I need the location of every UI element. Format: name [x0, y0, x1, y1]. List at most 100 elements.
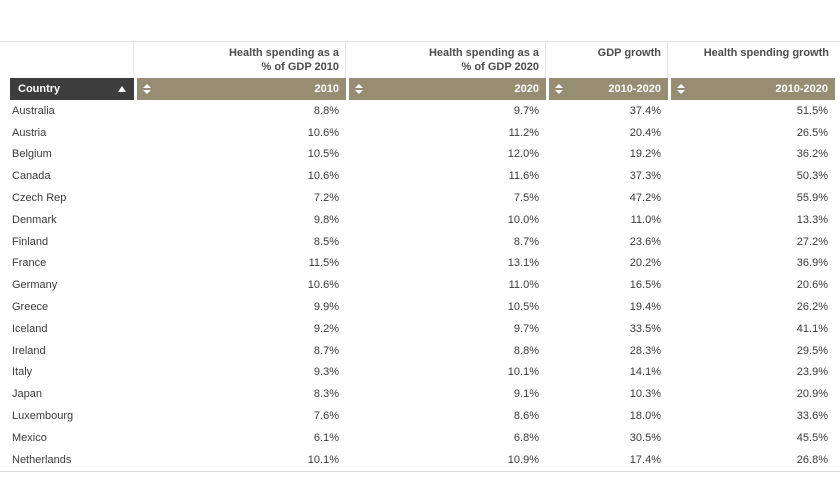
value-cell: 30.5% [546, 426, 668, 449]
value-cell: 9.9% [134, 296, 346, 318]
sort-updown-icon [355, 84, 363, 94]
sort-header-2020[interactable]: 2020 [346, 78, 546, 100]
value-cell: 23.9% [668, 361, 835, 384]
value-cell: 6.1% [134, 426, 346, 449]
value-cell: 8.8% [346, 339, 546, 362]
value-cell: 16.5% [546, 274, 668, 297]
value-cell: 10.6% [134, 274, 346, 297]
value-cell: 36.9% [668, 252, 835, 275]
sort-ascending-icon [118, 86, 126, 92]
country-cell: Belgium [10, 143, 134, 166]
value-cell: 37.4% [546, 100, 668, 122]
table-body: Australia 8.8% 9.7% 37.4% 51.5% Austria 10.6% 1… [10, 100, 835, 471]
sort-header-2010[interactable]: 2010 [134, 78, 346, 100]
table-row: Germany 10.6% 11.0% 16.5% 20.6% [10, 274, 835, 297]
value-cell: 47.2% [546, 187, 668, 209]
sort-header-label: Country [18, 83, 61, 95]
table-row: Japan 8.3% 9.1% 10.3% 20.9% [10, 383, 835, 406]
group-header-gdp-growth: GDP growth [546, 42, 668, 78]
country-cell: Austria [10, 121, 134, 144]
value-cell: 8.6% [346, 405, 546, 427]
table-row: Canada 10.6% 11.6% 37.3% 50.3% [10, 165, 835, 188]
value-cell: 10.6% [134, 121, 346, 144]
value-cell: 19.4% [546, 296, 668, 318]
value-cell: 9.8% [134, 208, 346, 231]
value-cell: 26.5% [668, 121, 835, 144]
country-cell: Luxembourg [10, 405, 134, 427]
value-cell: 11.2% [346, 121, 546, 144]
country-cell: Greece [10, 296, 134, 318]
table-frame: Health spending as a % of GDP 2010 Healt… [0, 41, 840, 472]
value-cell: 50.3% [668, 165, 835, 188]
country-cell: Denmark [10, 208, 134, 231]
group-header-line: % of GDP 2010 [261, 61, 339, 73]
value-cell: 13.3% [668, 208, 835, 231]
value-cell: 26.2% [668, 296, 835, 318]
group-header-line: % of GDP 2020 [461, 61, 539, 73]
table-row: Netherlands 10.1% 10.9% 17.4% 26.8% [10, 448, 835, 471]
table-row: Australia 8.8% 9.7% 37.4% 51.5% [10, 100, 835, 122]
group-header-hs2020: Health spending as a % of GDP 2020 [346, 42, 546, 78]
value-cell: 10.9% [346, 448, 546, 471]
value-cell: 11.0% [346, 274, 546, 297]
sort-header-label: 2010-2020 [775, 83, 828, 95]
value-cell: 6.8% [346, 426, 546, 449]
country-cell: Canada [10, 165, 134, 188]
group-header-health-spending-growth: Health spending growth [668, 42, 835, 78]
table-row: Luxembourg 7.6% 8.6% 18.0% 33.6% [10, 405, 835, 427]
value-cell: 7.6% [134, 405, 346, 427]
value-cell: 10.1% [134, 448, 346, 471]
group-header-row: Health spending as a % of GDP 2010 Healt… [10, 42, 835, 78]
value-cell: 10.1% [346, 361, 546, 384]
table-row: Finland 8.5% 8.7% 23.6% 27.2% [10, 230, 835, 253]
country-cell: Italy [10, 361, 134, 384]
value-cell: 8.5% [134, 230, 346, 253]
country-cell: Ireland [10, 339, 134, 362]
table-row: Italy 9.3% 10.1% 14.1% 23.9% [10, 361, 835, 384]
value-cell: 19.2% [546, 143, 668, 166]
value-cell: 20.4% [546, 121, 668, 144]
group-header-line: Health spending as a [228, 47, 339, 59]
sort-header-health-spending-growth[interactable]: 2010-2020 [668, 78, 835, 100]
value-cell: 20.6% [668, 274, 835, 297]
country-cell: Netherlands [10, 448, 134, 471]
country-cell: Australia [10, 100, 134, 122]
table-row: Czech Rep 7.2% 7.5% 47.2% 55.9% [10, 187, 835, 209]
sort-updown-icon [677, 84, 685, 94]
country-cell: Iceland [10, 317, 134, 340]
value-cell: 29.5% [668, 339, 835, 362]
value-cell: 10.3% [546, 383, 668, 406]
value-cell: 10.0% [346, 208, 546, 231]
table-row: Mexico 6.1% 6.8% 30.5% 45.5% [10, 426, 835, 449]
sort-header-label: 2010 [314, 83, 339, 95]
group-header-line: Health spending growth [703, 47, 829, 59]
country-cell: France [10, 252, 134, 275]
value-cell: 23.6% [546, 230, 668, 253]
value-cell: 11.6% [346, 165, 546, 188]
sort-header-gdp-growth[interactable]: 2010-2020 [546, 78, 668, 100]
table-row: Iceland 9.2% 9.7% 33.5% 41.1% [10, 317, 835, 340]
value-cell: 27.2% [668, 230, 835, 253]
table-row: Austria 10.6% 11.2% 20.4% 26.5% [10, 121, 835, 144]
value-cell: 7.2% [134, 187, 346, 209]
value-cell: 28.3% [546, 339, 668, 362]
value-cell: 20.9% [668, 383, 835, 406]
value-cell: 8.8% [134, 100, 346, 122]
value-cell: 26.8% [668, 448, 835, 471]
value-cell: 17.4% [546, 448, 668, 471]
table-row: Greece 9.9% 10.5% 19.4% 26.2% [10, 296, 835, 318]
value-cell: 13.1% [346, 252, 546, 275]
value-cell: 9.3% [134, 361, 346, 384]
value-cell: 9.1% [346, 383, 546, 406]
sort-header-country[interactable]: Country [10, 78, 134, 100]
value-cell: 36.2% [668, 143, 835, 166]
value-cell: 9.7% [346, 100, 546, 122]
sort-updown-icon [143, 84, 151, 94]
value-cell: 8.3% [134, 383, 346, 406]
sort-header-row: Country 2010 2020 2010-2020 2010- [10, 78, 835, 100]
value-cell: 51.5% [668, 100, 835, 122]
country-cell: Czech Rep [10, 187, 134, 209]
value-cell: 10.5% [346, 296, 546, 318]
value-cell: 14.1% [546, 361, 668, 384]
country-cell: Japan [10, 383, 134, 406]
